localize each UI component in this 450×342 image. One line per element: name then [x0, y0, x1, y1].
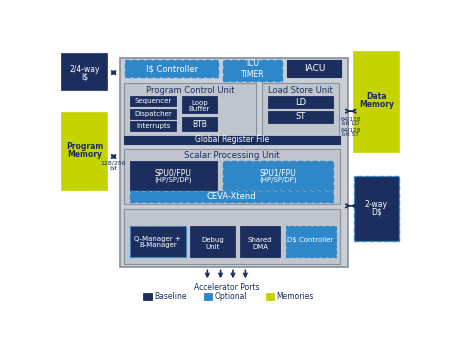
Text: Global Register File: Global Register File: [195, 135, 269, 144]
Text: B-Manager: B-Manager: [139, 242, 177, 248]
Text: 2-way: 2-way: [365, 200, 388, 209]
Text: Dispatcher: Dispatcher: [134, 111, 172, 117]
Text: Data: Data: [366, 92, 387, 101]
Text: Q-Manager +: Q-Manager +: [135, 236, 181, 242]
Text: (HP/SP/DP): (HP/SP/DP): [154, 176, 192, 183]
Bar: [268, 96, 333, 108]
Text: D$: D$: [371, 208, 382, 216]
Bar: [354, 52, 399, 152]
Text: 2/4-way: 2/4-way: [70, 65, 100, 74]
Bar: [120, 58, 348, 267]
Text: bit: bit: [109, 166, 118, 171]
Text: Program Control Unit: Program Control Unit: [146, 86, 234, 95]
Text: 128/256: 128/256: [101, 161, 126, 166]
Text: Baseline: Baseline: [154, 292, 186, 301]
Text: Unit: Unit: [206, 244, 220, 250]
Text: D$ Controller: D$ Controller: [287, 237, 333, 244]
Bar: [130, 121, 176, 131]
Bar: [286, 226, 336, 256]
Bar: [190, 226, 235, 256]
Text: I$: I$: [81, 73, 89, 82]
Text: I$ Controller: I$ Controller: [146, 64, 198, 73]
Text: Loop: Loop: [191, 101, 207, 106]
Bar: [130, 161, 217, 190]
Text: Program: Program: [66, 142, 104, 151]
Text: Optional: Optional: [214, 292, 247, 301]
Text: SPU1/FPU: SPU1/FPU: [260, 168, 296, 177]
Bar: [182, 96, 217, 114]
Bar: [125, 149, 340, 204]
Text: Shared: Shared: [248, 237, 272, 244]
Bar: [268, 111, 333, 123]
Bar: [130, 226, 186, 256]
Text: 64/128: 64/128: [341, 128, 361, 133]
Bar: [287, 60, 342, 77]
Bar: [63, 114, 108, 190]
Bar: [125, 136, 340, 144]
Text: Debug: Debug: [202, 237, 224, 244]
Text: DMA: DMA: [252, 244, 268, 250]
Bar: [125, 83, 256, 136]
Bar: [63, 54, 108, 90]
Text: bit LD: bit LD: [342, 121, 360, 126]
Text: BTB: BTB: [192, 120, 207, 129]
Text: Memory: Memory: [359, 100, 394, 109]
Text: Memories: Memories: [276, 292, 314, 301]
Bar: [223, 60, 282, 81]
Text: Buffer: Buffer: [189, 106, 210, 112]
Text: Interrupts: Interrupts: [136, 123, 170, 129]
Text: Memory: Memory: [68, 150, 103, 159]
Bar: [130, 109, 176, 119]
Text: TIMER: TIMER: [240, 70, 264, 79]
Text: SPU0/FPU: SPU0/FPU: [155, 168, 192, 177]
Bar: [130, 191, 333, 202]
Text: ICU: ICU: [246, 59, 259, 68]
Text: Accelerator Ports: Accelerator Ports: [194, 283, 260, 292]
Bar: [125, 209, 340, 264]
Text: Sequencer: Sequencer: [135, 98, 172, 105]
Bar: [182, 117, 217, 131]
Text: (HP/SP/DP): (HP/SP/DP): [259, 176, 297, 183]
Bar: [223, 161, 333, 190]
Bar: [203, 293, 212, 300]
Text: IACU: IACU: [304, 64, 325, 73]
Text: ST: ST: [295, 113, 306, 121]
Bar: [130, 96, 176, 106]
Bar: [125, 60, 218, 77]
Bar: [240, 226, 280, 256]
Text: 64/128: 64/128: [341, 116, 361, 121]
Bar: [261, 83, 339, 136]
Bar: [354, 176, 399, 241]
Text: bit ST: bit ST: [342, 132, 359, 137]
Bar: [266, 293, 274, 300]
Text: LD: LD: [295, 98, 306, 107]
Bar: [143, 293, 152, 300]
Text: Scalar Processing Unit: Scalar Processing Unit: [184, 151, 280, 160]
Text: CEVA-Xtend: CEVA-Xtend: [207, 192, 256, 201]
Text: Load Store Unit: Load Store Unit: [268, 86, 333, 95]
